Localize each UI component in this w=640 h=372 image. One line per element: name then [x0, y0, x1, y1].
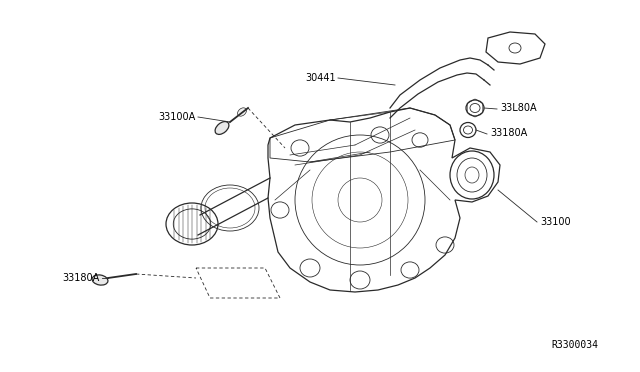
- Text: 33180A: 33180A: [490, 128, 527, 138]
- Ellipse shape: [92, 275, 108, 285]
- Ellipse shape: [237, 108, 246, 116]
- Text: 33100A: 33100A: [159, 112, 196, 122]
- Text: 33L80A: 33L80A: [500, 103, 536, 113]
- Text: 33100: 33100: [540, 217, 571, 227]
- Ellipse shape: [215, 122, 229, 134]
- Text: 33180A: 33180A: [63, 273, 100, 283]
- Text: 30441: 30441: [305, 73, 336, 83]
- Text: R3300034: R3300034: [551, 340, 598, 350]
